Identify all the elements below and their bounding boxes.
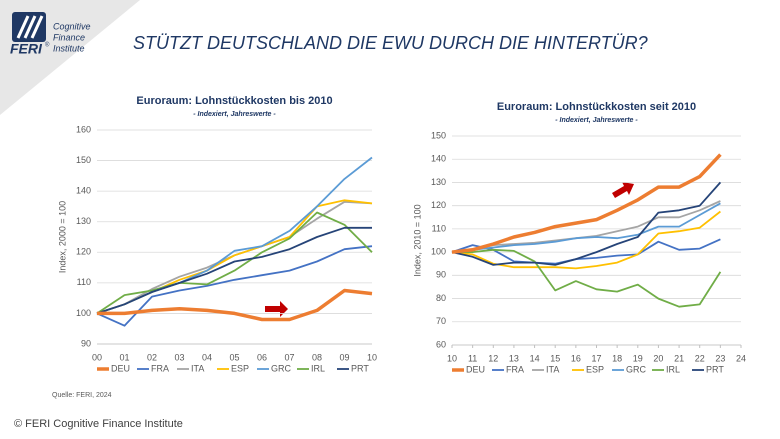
legend-label: PRT <box>706 364 724 374</box>
chart-title: Euroraum: Lohnstückkosten seit 2010 <box>497 101 696 113</box>
y-tick-label: 150 <box>431 130 446 140</box>
x-tick-label: 05 <box>229 352 239 362</box>
legend-label: ITA <box>546 364 559 374</box>
x-tick-label: 17 <box>591 353 601 363</box>
x-tick-label: 04 <box>202 352 212 362</box>
y-tick-label: 100 <box>431 246 446 256</box>
x-tick-label: 10 <box>367 352 377 362</box>
arrow <box>265 301 288 317</box>
legend-label: DEU <box>111 363 130 373</box>
x-tick-label: 20 <box>653 353 663 363</box>
y-tick-label: 140 <box>431 154 446 164</box>
series-line <box>96 245 373 327</box>
legend-label: ITA <box>191 363 204 373</box>
series-line <box>96 156 373 315</box>
series-line <box>451 153 722 254</box>
legend-label: ESP <box>231 363 249 373</box>
x-tick-label: 10 <box>447 353 457 363</box>
x-tick-label: 23 <box>715 353 725 363</box>
y-tick-label: 150 <box>76 155 91 165</box>
y-tick-label: 80 <box>436 293 446 303</box>
y-tick-label: 120 <box>431 200 446 210</box>
x-tick-label: 21 <box>674 353 684 363</box>
legend-label: IRL <box>311 363 325 373</box>
footer: © FERI Cognitive Finance Institute <box>14 418 183 430</box>
x-tick-label: 12 <box>488 353 498 363</box>
y-tick-label: 120 <box>76 247 91 257</box>
legend-label: GRC <box>626 364 647 374</box>
series-line <box>451 238 721 265</box>
y-tick-label: 90 <box>81 338 91 348</box>
logo-line: Institute <box>53 43 85 53</box>
y-tick-label: 60 <box>436 339 446 349</box>
logo-mark: ® <box>45 42 50 49</box>
legend-label: IRL <box>666 364 680 374</box>
x-tick-label: 13 <box>509 353 519 363</box>
y-tick-label: 100 <box>76 308 91 318</box>
y-tick-label: 110 <box>432 223 446 233</box>
x-tick-label: 08 <box>312 352 322 362</box>
arrow <box>612 182 634 198</box>
y-tick-label: 70 <box>436 316 446 326</box>
y-tick-label: 110 <box>77 277 91 287</box>
y-tick-label: 130 <box>431 177 446 187</box>
x-tick-label: 22 <box>695 353 705 363</box>
logo-line: Cognitive <box>53 21 91 31</box>
series-line <box>452 248 722 308</box>
chart-subtitle: - Indexiert, Jahreswerte - <box>555 117 638 124</box>
logo-stripes <box>16 15 44 39</box>
y-axis-label: Index, 2000 = 100 <box>57 201 67 273</box>
chart-subtitle: - Indexiert, Jahreswerte - <box>193 111 276 118</box>
x-tick-label: 14 <box>530 353 540 363</box>
x-tick-label: 18 <box>612 353 622 363</box>
x-tick-label: 01 <box>119 352 129 362</box>
series-line <box>96 226 372 315</box>
slide-title: STÜTZT DEUTSCHLAND DIE EWU DURCH DIE HIN… <box>133 33 648 53</box>
y-tick-label: 140 <box>76 186 91 196</box>
x-tick-label: 11 <box>468 353 477 363</box>
y-tick-label: 160 <box>76 124 91 134</box>
series-line <box>96 211 373 315</box>
x-tick-label: 07 <box>284 352 294 362</box>
legend-label: GRC <box>271 363 292 373</box>
series-line <box>97 288 373 322</box>
x-tick-label: 06 <box>257 352 267 362</box>
series-line <box>451 181 722 266</box>
legend-label: PRT <box>351 363 369 373</box>
x-tick-label: 00 <box>92 352 102 362</box>
source: Quelle: FERI, 2024 <box>52 392 112 399</box>
x-tick-label: 02 <box>147 352 157 362</box>
series-line <box>451 202 721 253</box>
chart-title: Euroraum: Lohnstückkosten bis 2010 <box>136 95 332 107</box>
y-axis-label: Index, 2010 = 100 <box>412 204 422 276</box>
x-tick-label: 09 <box>339 352 349 362</box>
x-tick-label: 19 <box>633 353 643 363</box>
x-tick-label: 03 <box>174 352 184 362</box>
y-tick-label: 90 <box>436 270 446 280</box>
legend-label: FRA <box>151 363 169 373</box>
legend-label: FRA <box>506 364 524 374</box>
x-tick-label: 15 <box>550 353 560 363</box>
legend-label: DEU <box>466 364 485 374</box>
legend-label: ESP <box>586 364 604 374</box>
x-tick-label: 24 <box>736 353 746 363</box>
logo: FERI ® Cognitive Finance Institute <box>10 12 91 57</box>
x-tick-label: 16 <box>571 353 581 363</box>
y-tick-label: 130 <box>76 216 91 226</box>
logo-name: FERI <box>10 41 43 57</box>
logo-line: Finance <box>53 32 85 42</box>
